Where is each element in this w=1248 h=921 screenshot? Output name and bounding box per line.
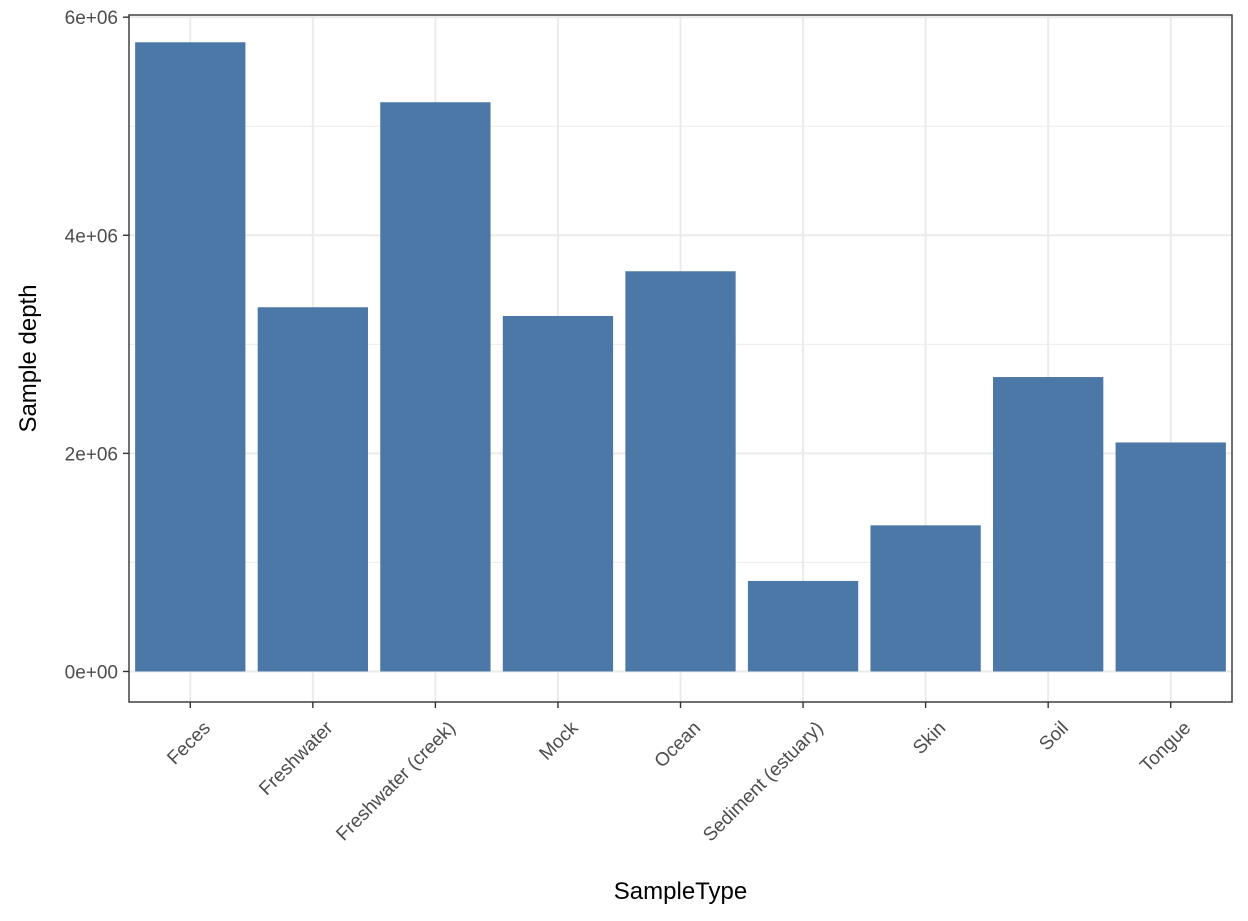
x-tick-label-4: Ocean: [651, 718, 705, 772]
bar-5: [747, 580, 859, 672]
y-axis: 0e+00 2e+06 4e+06 6e+06: [65, 8, 129, 683]
x-tick-label-0: Feces: [163, 718, 214, 769]
bar-0: [135, 42, 246, 672]
x-tick-label-5: Sediment (estuary): [699, 718, 827, 846]
x-tick-label-2: Freshwater (creek): [332, 718, 460, 846]
x-tick-label-3: Mock: [536, 717, 583, 764]
x-tick-label-7: Soil: [1035, 718, 1072, 755]
y-tick-label-2: 4e+06: [65, 226, 118, 247]
bar-4: [625, 271, 736, 672]
y-axis-title: Sample depth: [15, 284, 42, 432]
y-tick-label-1: 2e+06: [65, 444, 118, 465]
bar-1: [257, 307, 368, 672]
y-tick-label-0: 0e+00: [65, 662, 118, 683]
y-tick-label-3: 6e+06: [65, 8, 118, 29]
bar-7: [993, 377, 1104, 672]
bar-8: [1115, 442, 1226, 672]
x-axis-title: SampleType: [614, 878, 747, 905]
bar-6: [870, 525, 981, 672]
x-tick-label-1: Freshwater: [255, 717, 338, 800]
x-tick-label-8: Tongue: [1136, 718, 1195, 777]
x-tick-label-6: Skin: [909, 718, 950, 759]
bars: [135, 42, 1226, 672]
bar-2: [380, 102, 491, 672]
bar-3: [502, 315, 614, 672]
